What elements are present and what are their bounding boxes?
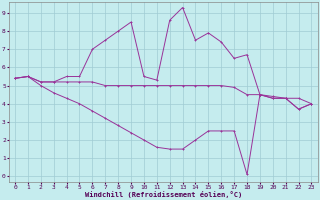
X-axis label: Windchill (Refroidissement éolien,°C): Windchill (Refroidissement éolien,°C) [84, 191, 242, 198]
